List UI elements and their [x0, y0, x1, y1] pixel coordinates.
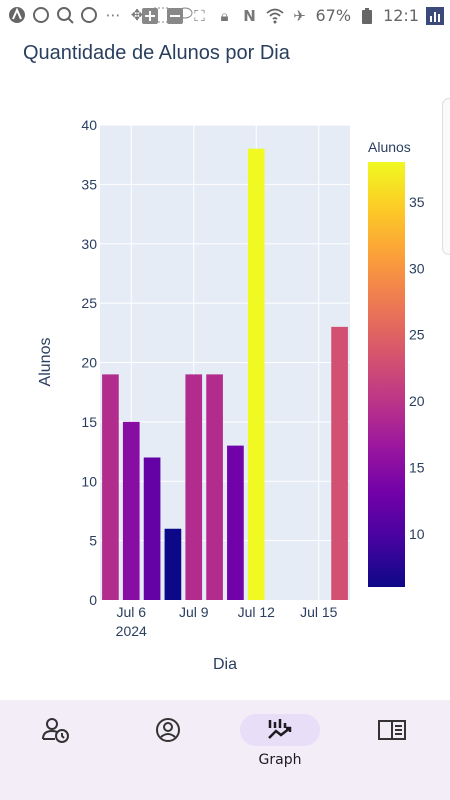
lock-icon: 🔒︎: [220, 6, 229, 25]
bars: [102, 148, 348, 601]
y-axis-title: Alunos: [37, 338, 54, 387]
minus-icon: [166, 7, 184, 25]
bar[interactable]: [185, 374, 203, 600]
plus-icon: [141, 7, 159, 25]
bar[interactable]: [164, 528, 182, 600]
wifi-icon: [265, 7, 284, 25]
clock: 12:1: [383, 6, 419, 25]
bar[interactable]: [102, 374, 119, 600]
screenshot-icon: ⛶: [194, 6, 205, 25]
colorbar-tick-labels: 10 15 20 25 30 35: [409, 194, 425, 542]
search-icon: [56, 6, 74, 24]
x-tick-labels: Jul 6 2024 Jul 9 Jul 12 Jul 15: [116, 604, 338, 639]
nav-profile[interactable]: [112, 700, 224, 800]
colorbar-tick-label: 15: [409, 459, 425, 475]
bar[interactable]: [331, 326, 348, 600]
account-circle-icon: [156, 718, 180, 742]
y-tick-label: 10: [81, 473, 97, 489]
whatsapp-icon: [32, 6, 50, 24]
battery-percent: 67%: [315, 6, 352, 25]
book-open-icon: [378, 720, 406, 740]
colorbar-tick-label: 30: [409, 260, 425, 276]
status-bar-right: ⛶ 🔒︎ N ✈ 67% 12:1: [141, 6, 444, 25]
colorbar-tick-label: 10: [409, 526, 425, 542]
bar[interactable]: [247, 148, 265, 600]
nav-reader-pill: [360, 714, 424, 746]
bottom-navigation: Graph: [0, 700, 450, 800]
more-icon: ⋯: [105, 6, 121, 24]
whatsapp-icon: [80, 6, 98, 24]
x-axis-title: Dia: [213, 656, 237, 673]
nav-history-pill: [24, 714, 88, 746]
y-tick-label: 15: [81, 414, 97, 430]
colorbar-tick-label: 35: [409, 194, 425, 210]
nav-graph-pill: [240, 714, 320, 746]
x-tick-sublabel: 2024: [116, 623, 147, 639]
battery-icon: [358, 7, 376, 25]
bar[interactable]: [143, 457, 161, 601]
move-icon: ✥: [130, 6, 144, 24]
bar[interactable]: [122, 421, 140, 600]
a-icon: [8, 6, 26, 24]
n-icon: N: [243, 6, 256, 25]
nav-history[interactable]: [0, 700, 112, 800]
y-tick-label: 0: [89, 592, 97, 608]
colorbar-title: Alunos: [368, 139, 411, 155]
y-tick-label: 30: [81, 236, 97, 252]
page-title: Quantidade de Alunos por Dia: [23, 42, 290, 64]
nav-reader[interactable]: [336, 700, 448, 800]
colorbar-tick-label: 20: [409, 393, 425, 409]
y-tick-label: 20: [81, 355, 97, 371]
x-tick-label: Jul 6: [116, 604, 146, 620]
y-tick-label: 40: [81, 117, 97, 133]
y-tick-label: 5: [89, 533, 97, 549]
x-tick-label: Jul 9: [179, 604, 209, 620]
nav-graph[interactable]: Graph: [224, 700, 336, 800]
x-tick-label: Jul 15: [300, 604, 338, 620]
trending-chart-icon: [268, 719, 292, 739]
x-tick-label: Jul 12: [238, 604, 276, 620]
colorbar: [368, 162, 405, 587]
y-tick-label: 35: [81, 176, 97, 192]
chart-app-icon: [426, 6, 444, 25]
colorbar-tick-label: 25: [409, 327, 425, 343]
y-tick-label: 25: [81, 295, 97, 311]
bar[interactable]: [227, 445, 244, 600]
bar[interactable]: [206, 374, 223, 600]
nav-profile-pill: [136, 714, 200, 746]
person-clock-icon: [42, 718, 69, 743]
airplane-icon: ✈: [293, 6, 306, 25]
edge-panel-handle[interactable]: [442, 98, 450, 255]
y-tick-labels: 0 5 10 15 20 25 30 35 40: [81, 117, 97, 608]
status-bar: ⋯ ✥ ⛶ 🔒︎ N ✈ 67% 12:1: [0, 0, 450, 34]
nav-graph-label: Graph: [258, 752, 302, 768]
